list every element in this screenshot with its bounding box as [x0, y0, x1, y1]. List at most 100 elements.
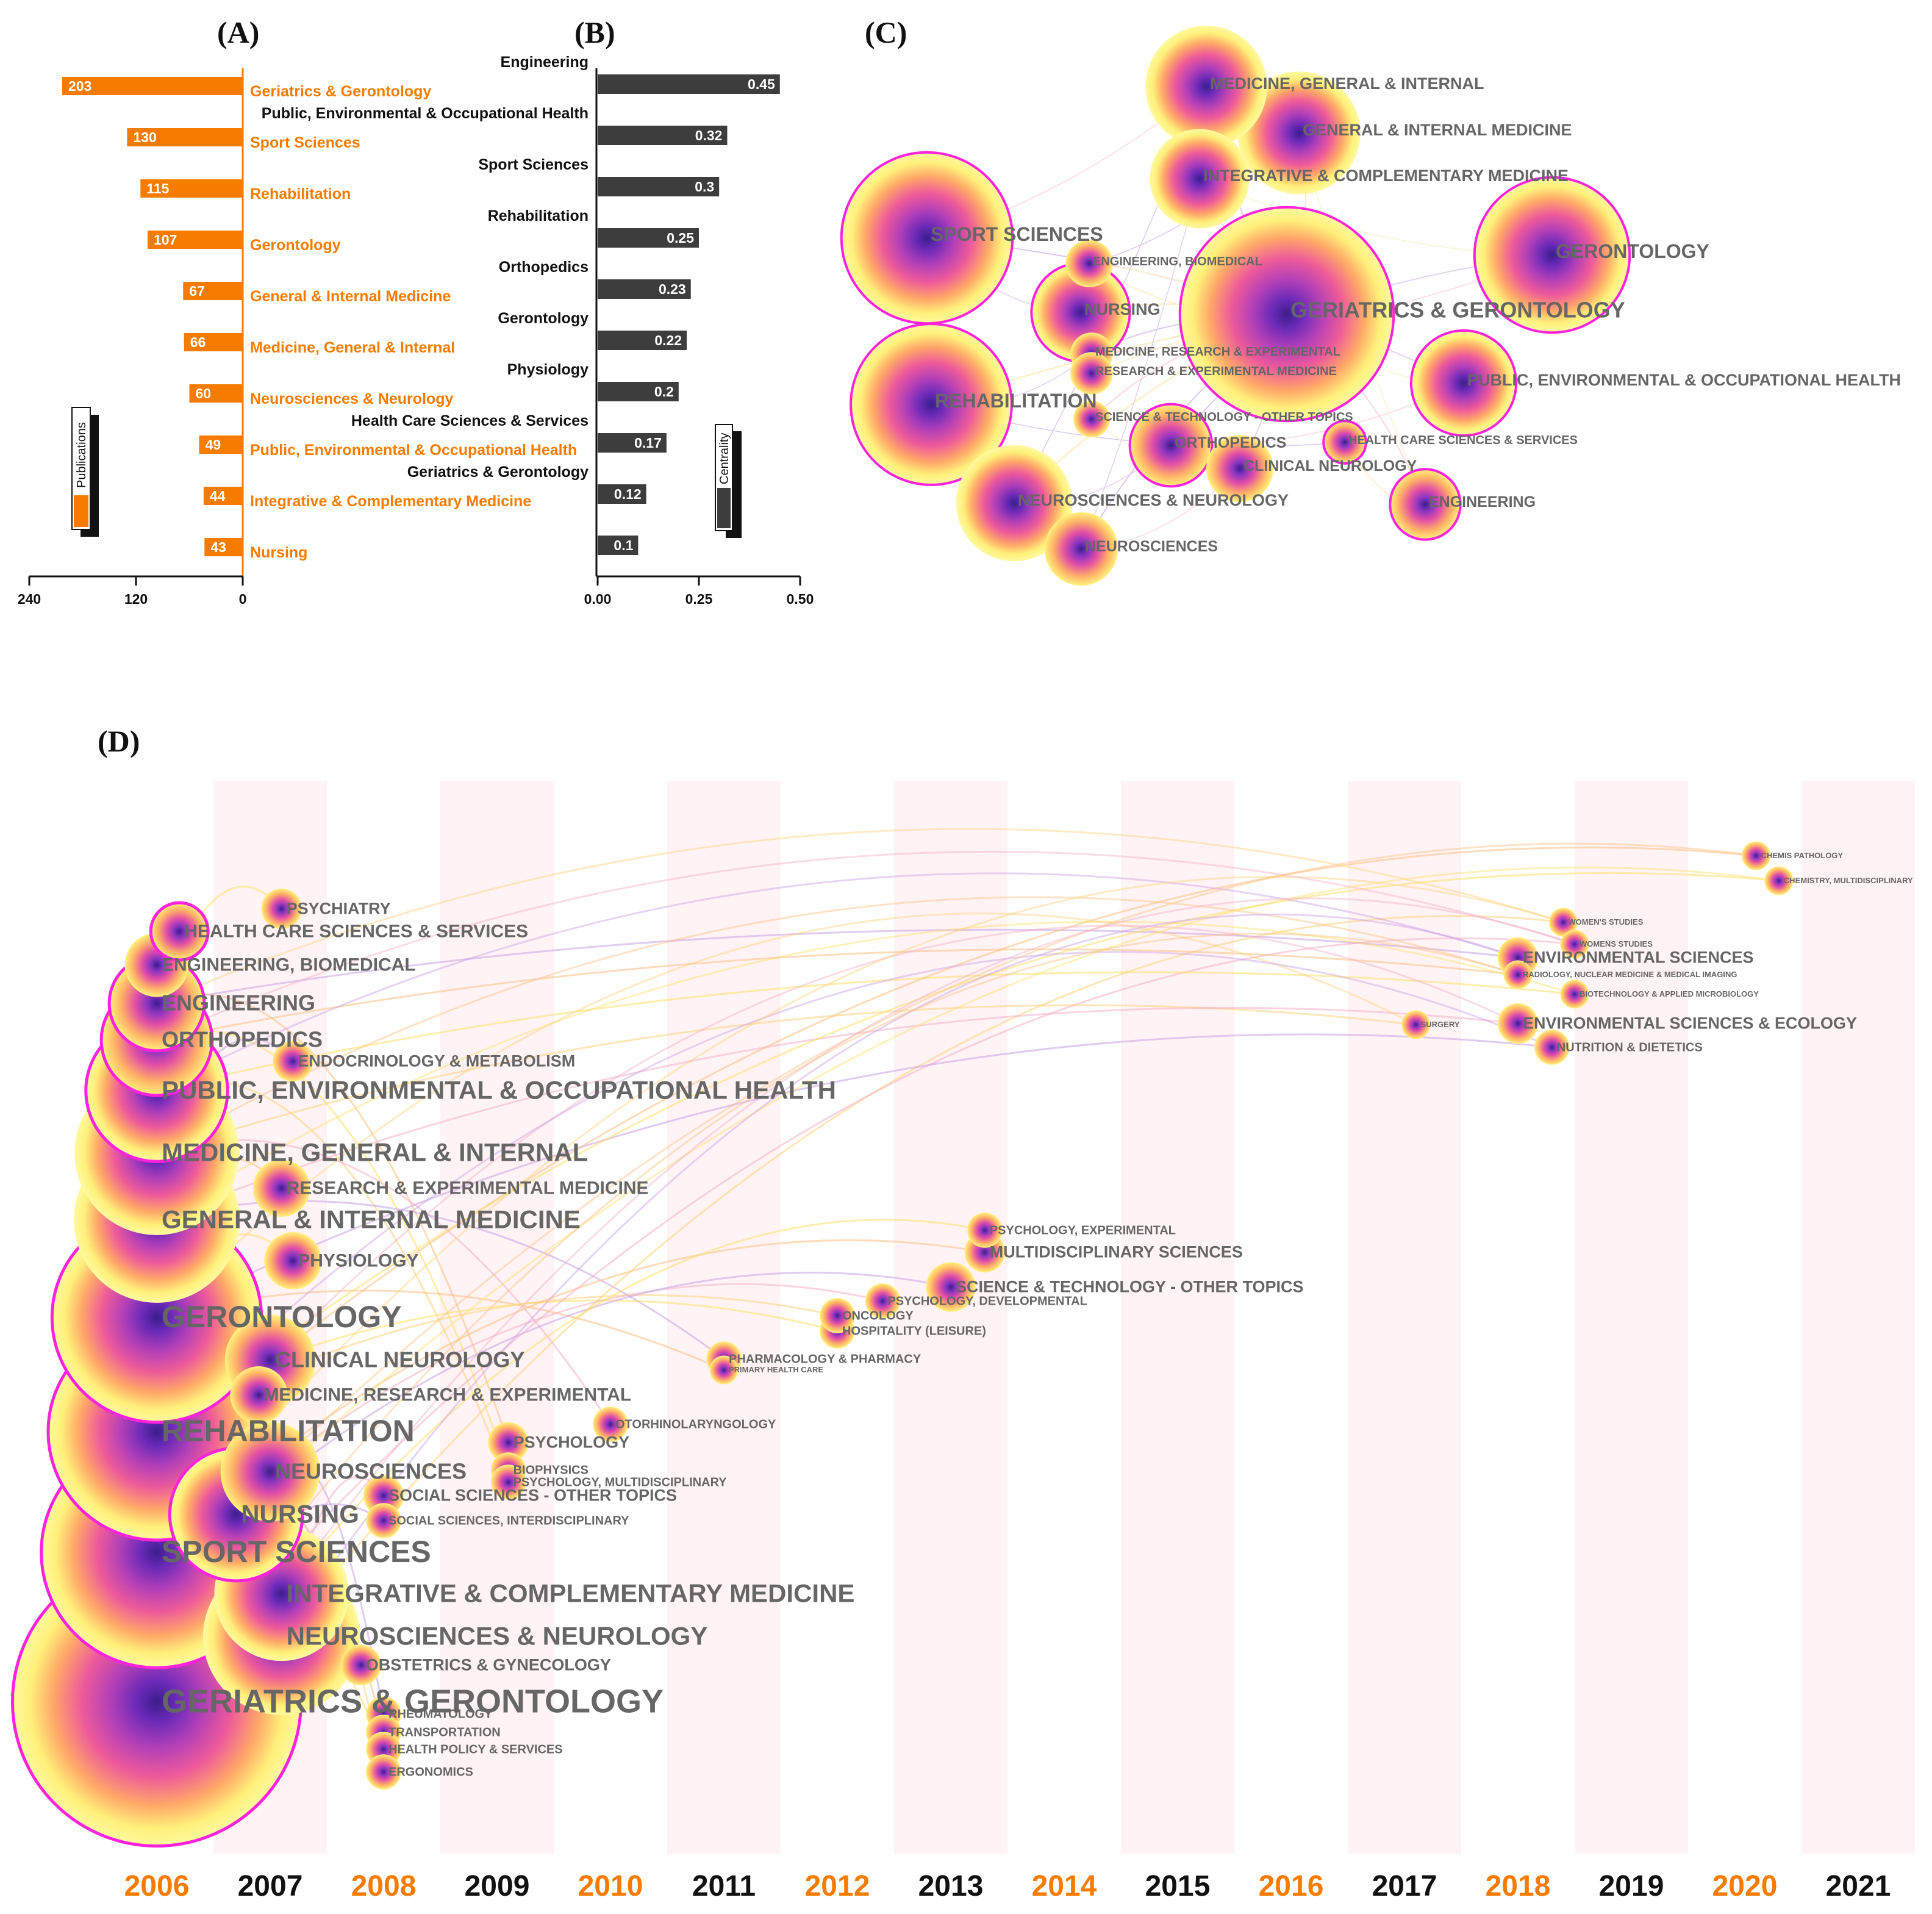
timeline-node-biotechnology-applied-microbiology [1560, 980, 1589, 1009]
timeline-edge [270, 847, 1756, 1361]
year-label-2017: 2017 [1372, 1870, 1437, 1902]
value-label-a-general-internal-medicine: 67 [189, 283, 205, 299]
timeline-label-neurosciences-neurology: NEUROSCIENCES & NEUROLOGY [287, 1621, 708, 1650]
category-label-b-engineering: Engineering [501, 54, 589, 71]
legend-centrality-label: Centrality [718, 433, 731, 484]
timeline-label-integrative-complementary-medicine: INTEGRATIVE & COMPLEMENTARY MEDICINE [287, 1579, 855, 1607]
timeline-edge [281, 915, 1564, 1637]
value-label-a-gerontology: 107 [154, 232, 177, 248]
year-stripe [1121, 781, 1234, 1854]
timeline-node-psychology-developmental [865, 1283, 901, 1319]
timeline-edge [156, 828, 1564, 1005]
category-label-b-geriatrics-gerontology: Geriatrics & Gerontology [407, 464, 589, 481]
bar-b-geriatrics-gerontology [598, 484, 646, 504]
category-label-b-physiology: Physiology [507, 361, 589, 378]
timeline-edge [235, 866, 1780, 1516]
timeline-label-medicine-general-internal: MEDICINE, GENERAL & INTERNAL [162, 1138, 588, 1166]
timeline-node-womens-studies [1560, 930, 1589, 959]
panel-label-a: (A) [217, 15, 259, 49]
timeline-node-chemistry-multidisciplinary [1764, 866, 1794, 895]
network-node-public-environmental-occupational-health [1409, 329, 1518, 437]
bar-a-neurosciences-neurology [189, 384, 243, 403]
tick-label-b: 0.25 [685, 591, 713, 607]
network-label-rehabilitation: REHABILITATION [935, 390, 1097, 412]
timeline-label-psychology-developmental: PSYCHOLOGY, DEVELOPMENTAL [887, 1294, 1087, 1308]
timeline-node-physiology [264, 1232, 322, 1289]
year-label-2018: 2018 [1486, 1870, 1551, 1902]
year-stripe [667, 781, 781, 1854]
value-label-b: 0.25 [667, 230, 694, 246]
timeline-label-chemis-pathology: CHEMIS PATHOLOGY [1761, 851, 1844, 860]
timeline-node-otorhinolaryngology [593, 1407, 628, 1442]
category-label-b-gerontology: Gerontology [498, 310, 589, 327]
timeline-label-general-internal-medicine: GENERAL & INTERNAL MEDICINE [162, 1205, 581, 1233]
timeline-label-social-sciences-interdisciplinary: SOCIAL SCIENCES, INTERDISCIPLINARY [388, 1514, 629, 1527]
bar-a-gerontology [147, 231, 243, 249]
network-label-orthopedics: ORTHOPEDICS [1175, 434, 1286, 451]
category-label-b-rehabilitation: Rehabilitation [488, 207, 589, 224]
timeline-node-obstetrics-gynecology [340, 1644, 381, 1686]
network-label-nursing: NURSING [1084, 300, 1161, 318]
timeline-node-endocrinology-metabolism [273, 1041, 313, 1082]
network-node-orthopedics [1128, 403, 1214, 488]
year-label-2010: 2010 [578, 1870, 643, 1902]
value-label-b: 0.32 [695, 127, 723, 143]
timeline-edge [281, 897, 1575, 1594]
timeline-label-engineering-biomedical: ENGINEERING, BIOMEDICAL [162, 955, 416, 975]
timeline-label-sport-sciences: SPORT SCIENCES [162, 1535, 431, 1569]
year-stripe [894, 781, 1007, 1854]
timeline-edge [270, 1299, 838, 1361]
category-label-a-integrative-complementary-medicine: Integrative & Complementary Medicine [250, 493, 531, 510]
timeline-edge [156, 948, 1519, 1041]
bar-a-nursing [204, 538, 243, 556]
timeline-node-medicine-research-experimental [230, 1366, 288, 1424]
bar-a-medicine-general-internal [184, 333, 243, 351]
timeline-edge [156, 1004, 1416, 1154]
timeline-edge [156, 971, 1575, 1092]
timeline-label-engineering: ENGINEERING [162, 991, 315, 1016]
timeline-label-transportation: TRANSPORTATION [388, 1726, 501, 1739]
category-label-a-nursing: Nursing [250, 544, 307, 561]
tick-label-b: 0.50 [787, 591, 814, 607]
timeline-label-hospitality-leisure: HOSPITALITY (LEISURE) [842, 1324, 986, 1338]
timeline-node-ergonomics [366, 1754, 401, 1790]
network-label-medicine-research-experimental: MEDICINE, RESEARCH & EXPERIMENTAL [1095, 345, 1340, 359]
value-label-b: 0.45 [748, 76, 775, 92]
year-label-2014: 2014 [1032, 1870, 1097, 1902]
timeline-label-rehabilitation: REHABILITATION [162, 1414, 415, 1448]
network-node-medicine-general-internal [1145, 26, 1267, 148]
timeline-edge [156, 951, 1553, 1433]
timeline-node-psychiatry [261, 888, 302, 930]
timeline-label-physiology: PHYSIOLOGY [298, 1251, 418, 1271]
timeline-label-ergonomics: ERGONOMICS [388, 1765, 473, 1779]
year-label-2006: 2006 [124, 1870, 190, 1902]
category-label-a-rehabilitation: Rehabilitation [250, 185, 351, 203]
timeline-label-environmental-sciences-ecology: ENVIRONMENTAL SCIENCES & ECOLOGY [1523, 1014, 1857, 1033]
timeline-node-psychology-experimental [967, 1213, 1003, 1248]
bar-a-integrative-complementary-medicine [203, 487, 243, 505]
network-node-gerontology [1473, 176, 1631, 334]
timeline-label-pharmacology-pharmacy: PHARMACOLOGY & PHARMACY [729, 1352, 921, 1366]
tick-label-b: 0.00 [584, 591, 612, 607]
year-label-2009: 2009 [465, 1870, 530, 1902]
timeline-label-women-s-studies: WOMEN'S STUDIES [1568, 917, 1643, 927]
timeline-label-neurosciences: NEUROSCIENCES [275, 1459, 467, 1484]
timeline-node-neurosciences [220, 1422, 320, 1522]
timeline-label-health-care-sciences-services: HEALTH CARE SCIENCES & SERVICES [184, 922, 528, 942]
timeline-label-primary-health-care: PRIMARY HEALTH CARE [729, 1365, 823, 1374]
tick-label-a: 0 [239, 591, 247, 607]
category-label-a-neurosciences-neurology: Neurosciences & Neurology [250, 390, 454, 407]
timeline-node-radiology-nuclear-medicine-medical-imaging [1503, 960, 1533, 989]
bar-b-orthopedics [598, 279, 691, 299]
network-node-general-internal-medicine [1237, 71, 1361, 195]
timeline-edge [281, 913, 1519, 1637]
network-label-sport-sciences: SPORT SCIENCES [931, 223, 1103, 245]
timeline-edge [156, 912, 1417, 1319]
value-label-a-integrative-complementary-medicine: 44 [210, 488, 226, 504]
network-node-neurosciences-neurology [956, 445, 1073, 562]
bar-b-gerontology [598, 331, 687, 350]
network-edge [1081, 178, 1200, 550]
timeline-label-oncology: ONCOLOGY [842, 1309, 914, 1322]
timeline-node-social-sciences-other-topics [363, 1475, 404, 1516]
timeline-label-psychology: PSYCHOLOGY [513, 1433, 630, 1452]
